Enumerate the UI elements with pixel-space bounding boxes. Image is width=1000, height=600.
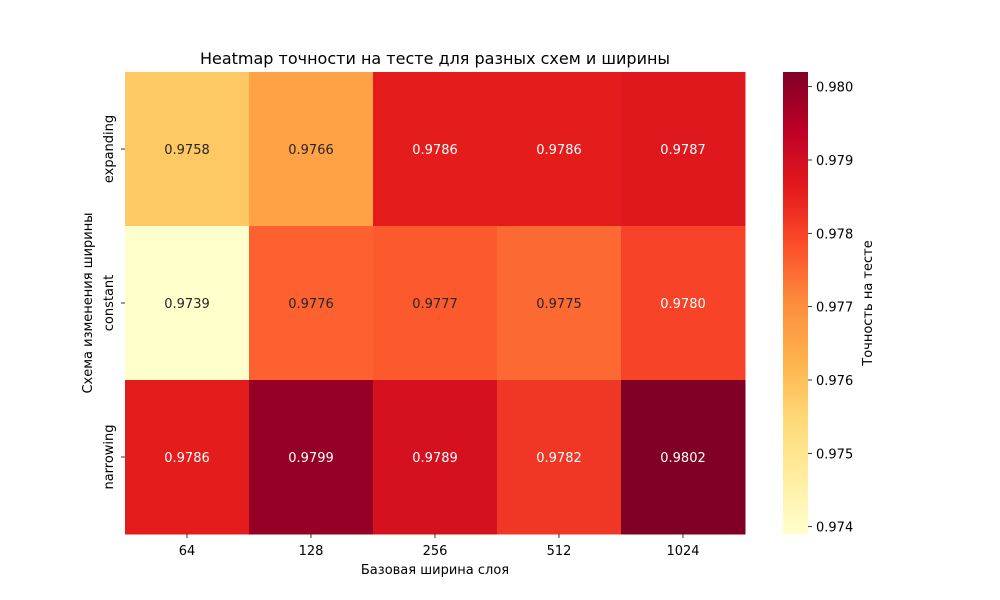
x-tick-label: 128 bbox=[299, 544, 324, 559]
y-tick-label: expanding bbox=[102, 115, 117, 183]
cell-value-label: 0.9776 bbox=[288, 297, 334, 312]
cell-value-label: 0.9766 bbox=[288, 143, 334, 158]
cell-value-label: 0.9802 bbox=[660, 451, 706, 466]
x-tick-label: 512 bbox=[547, 544, 572, 559]
colorbar-tick-label: 0.980 bbox=[816, 81, 853, 96]
cell-value-label: 0.9786 bbox=[164, 451, 210, 466]
cell-value-label: 0.9777 bbox=[412, 297, 458, 312]
heatmap-cell bbox=[621, 72, 746, 227]
cell-value-label: 0.9787 bbox=[660, 143, 706, 158]
cell-value-label: 0.9789 bbox=[412, 451, 458, 466]
colorbar-tick-label: 0.978 bbox=[816, 227, 853, 242]
heatmap-cell bbox=[621, 226, 746, 381]
colorbar-tick-label: 0.974 bbox=[816, 521, 853, 536]
heatmap-cell bbox=[249, 72, 374, 227]
cell-value-label: 0.9786 bbox=[412, 143, 458, 158]
heatmap-cell bbox=[373, 380, 498, 535]
y-axis-label: Схема изменения ширины bbox=[81, 212, 96, 393]
y-tick-label: constant bbox=[102, 275, 117, 332]
x-tick-label: 1024 bbox=[666, 544, 699, 559]
heatmap-cell bbox=[249, 226, 374, 381]
heatmap-cell bbox=[497, 380, 622, 535]
heatmap-cell bbox=[621, 380, 746, 535]
x-tick-label: 64 bbox=[179, 544, 196, 559]
chart-title: Heatmap точности на тесте для разных схе… bbox=[200, 49, 670, 68]
colorbar-tick-label: 0.977 bbox=[816, 301, 853, 316]
heatmap-cell bbox=[249, 380, 374, 535]
heatmap-cell bbox=[497, 226, 622, 381]
cell-value-label: 0.9775 bbox=[536, 297, 582, 312]
y-axis-ticks: expanding constant narrowing bbox=[102, 115, 125, 490]
heatmap-cell bbox=[497, 72, 622, 227]
x-axis-label: Базовая ширина слоя bbox=[361, 563, 509, 578]
heatmap-cell bbox=[125, 226, 250, 381]
colorbar-ticks: 0.974 0.975 0.976 0.977 0.978 0.979 0.980 bbox=[808, 81, 853, 536]
heatmap-cell-labels: 0.9758 0.9766 0.9786 0.9786 0.9787 0.9739 0.97… bbox=[164, 143, 706, 466]
x-axis-ticks: 64 128 256 512 1024 bbox=[179, 534, 700, 559]
cell-value-label: 0.9758 bbox=[164, 143, 210, 158]
heatmap-cell bbox=[373, 72, 498, 227]
cell-value-label: 0.9739 bbox=[164, 297, 210, 312]
colorbar-tick-label: 0.976 bbox=[816, 374, 853, 389]
colorbar-tick-label: 0.975 bbox=[816, 447, 853, 462]
heatmap-cells bbox=[125, 72, 746, 535]
cell-value-label: 0.9799 bbox=[288, 451, 334, 466]
cell-value-label: 0.9786 bbox=[536, 143, 582, 158]
y-tick-label: narrowing bbox=[102, 424, 117, 489]
cell-value-label: 0.9780 bbox=[660, 297, 706, 312]
heatmap-cell bbox=[373, 226, 498, 381]
cell-value-label: 0.9782 bbox=[536, 451, 582, 466]
heatmap-cell bbox=[125, 380, 250, 535]
heatmap-cell bbox=[125, 72, 250, 227]
colorbar bbox=[783, 72, 808, 534]
colorbar-tick-label: 0.979 bbox=[816, 154, 853, 169]
colorbar-label: Точность на тесте bbox=[861, 240, 876, 366]
x-tick-label: 256 bbox=[423, 544, 448, 559]
